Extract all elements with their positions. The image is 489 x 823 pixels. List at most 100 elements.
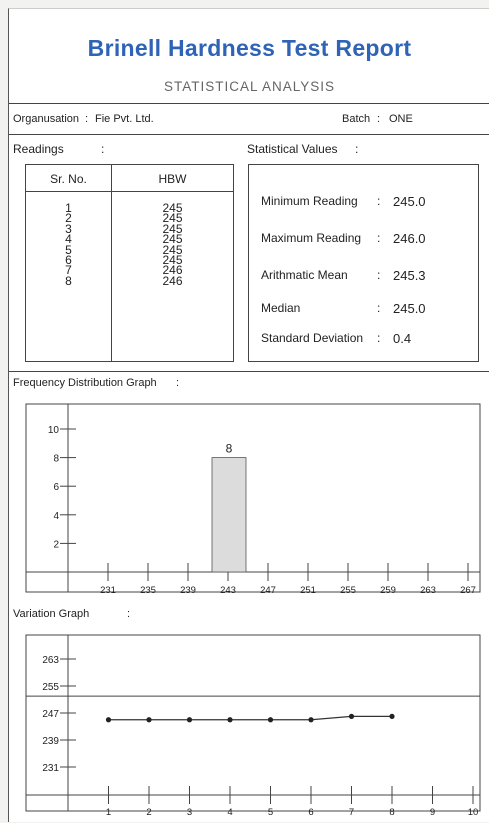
y-tick-label: 239 [42,736,59,747]
y-tick-label: 2 [53,539,59,550]
divider [9,103,489,104]
data-point [348,713,355,719]
variation-graph-title-sep: : [127,608,131,620]
plot-frame [25,403,481,593]
table-column-divider [111,165,112,361]
series-line [108,715,392,721]
data-point [267,717,274,723]
stat-value: 246.0 [393,231,426,246]
frequency-graph-title-sep: : [176,377,180,389]
data-point [227,717,233,723]
organisation-label: Organusation [13,113,80,125]
x-tick-label: 6 [308,807,313,818]
data-point [146,717,152,723]
stat-value: 245.0 [393,301,426,316]
x-tick-label: 9 [430,807,435,818]
stat-label: Median [261,301,301,315]
x-tick-label: 239 [180,585,196,596]
data-point [308,717,314,723]
column-header-hbw: HBW [158,172,187,186]
hbw-cell: 245 [162,242,183,257]
organisation-value: Fie Pvt. Ltd. [95,113,154,125]
x-tick-label: 5 [268,807,273,818]
statistics-heading-sep: : [355,142,359,156]
sr-no-cell: 8 [65,273,72,288]
x-tick-label: 231 [100,585,116,596]
sr-no-cell: 4 [65,232,72,247]
x-tick-label: 8 [389,807,394,818]
y-tick-label: 247 [42,709,59,720]
stat-label: Minimum Reading [261,194,358,208]
hbw-cell: 246 [162,273,183,288]
sr-no-cell: 5 [65,242,72,257]
stat-sep: : [377,268,381,282]
batch-sep: : [377,113,381,125]
column-header-sr-no: Sr. No. [50,172,87,186]
stat-label: Maximum Reading [261,231,362,245]
data-point [186,717,193,723]
data-point [105,717,112,723]
y-tick-label: 4 [53,511,59,522]
x-tick-label: 3 [187,807,192,818]
batch-value: ONE [389,113,413,125]
hbw-cell: 245 [162,211,183,226]
stat-sep: : [377,194,381,208]
statistics-heading: Statistical Values [247,142,338,156]
bar-value-label: 8 [226,442,233,456]
hbw-cell: 246 [162,263,183,278]
x-tick-label: 243 [220,585,236,596]
report-subtitle: STATISTICAL ANALYSIS [163,79,336,94]
report-title: Brinell Hardness Test Report [87,35,412,61]
divider [9,134,489,135]
divider [9,371,489,372]
y-tick-label: 8 [53,454,59,465]
x-tick-label: 7 [349,807,354,818]
stat-value: 245.3 [393,268,426,283]
x-tick-label: 251 [300,585,316,596]
stat-value: 0.4 [393,331,412,346]
y-tick-label: 231 [42,763,59,774]
hbw-column: 245 245 245 245 245 245 246 246 [112,201,233,288]
stat-label: Standard Deviation [261,331,364,345]
x-tick-label: 10 [468,807,479,818]
hbw-cell: 245 [162,232,183,247]
stat-value: 245.0 [393,194,426,209]
organisation-sep: : [85,113,89,125]
frequency-graph-title: Frequency Distribution Graph [13,377,157,389]
variation-chart: 231 239 247 255 263 1 2 3 4 5 6 7 8 9 10 [25,634,481,818]
readings-heading-sep: : [101,142,105,156]
x-tick-label: 1 [106,807,111,818]
hbw-cell: 245 [162,221,183,236]
report-sheet: Brinell Hardness Test Report STATISTICAL… [8,8,489,822]
sr-no-cell: 7 [65,263,72,278]
y-tick-label: 255 [42,682,59,693]
x-tick-label: 263 [420,585,436,596]
y-tick-label: 263 [42,655,59,666]
data-point [389,713,395,719]
stat-sep: : [377,301,381,315]
x-tick-label: 235 [140,585,156,596]
x-tick-label: 4 [227,807,232,818]
readings-heading: Readings [13,142,64,156]
sr-no-cell: 3 [65,221,72,236]
x-tick-label: 2 [146,807,151,818]
x-tick-label: 259 [380,585,396,596]
hbw-cell: 245 [162,201,183,215]
y-tick-label: 6 [53,482,59,493]
x-tick-label: 255 [340,585,356,596]
x-tick-label: 247 [260,585,276,596]
statistics-box: Minimum Reading:245.0 Maximum Reading:246… [248,164,479,362]
hbw-cell: 245 [162,252,183,267]
stat-sep: : [377,231,381,245]
histogram-bar [211,457,247,573]
stat-sep: : [377,331,381,345]
batch-label: Batch [342,113,371,125]
table-header-divider [26,191,233,192]
x-tick-label: 267 [460,585,476,596]
sr-no-cell: 2 [65,211,72,226]
sr-no-cell: 6 [65,252,72,267]
sr-no-cell: 1 [65,201,72,215]
stat-label: Arithmatic Mean [261,268,348,282]
